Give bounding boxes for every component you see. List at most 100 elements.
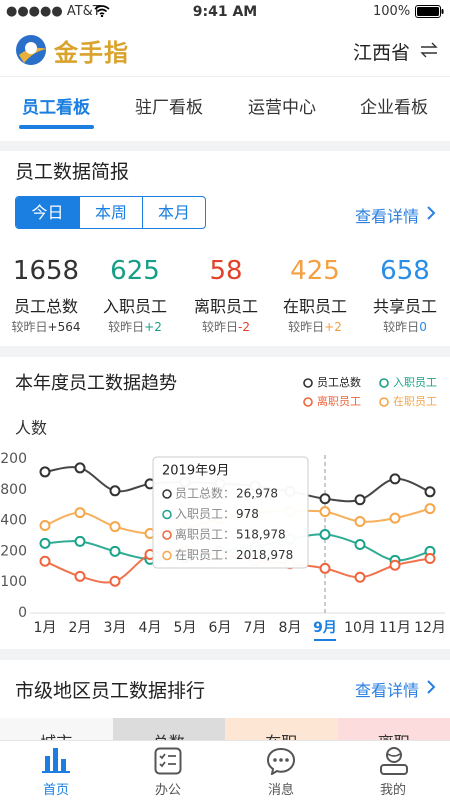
tooltip-label: 入职员工： [175, 507, 235, 521]
tooltip-marker [162, 489, 172, 499]
tab-indicator [19, 125, 94, 129]
stat-compare: 较昨日-2 [176, 318, 276, 335]
region[interactable]: 江西省 [353, 42, 411, 64]
compare-label: 较昨日 [202, 320, 239, 334]
data-point [74, 462, 86, 474]
section-gap [0, 649, 450, 660]
details-link[interactable]: 查看详情 [355, 207, 420, 226]
period-option[interactable]: 本月 [142, 197, 205, 228]
period-switch: 今日 本周 本月 [15, 196, 206, 229]
stat-compare: 较昨日+2 [85, 318, 185, 335]
data-point [109, 545, 121, 557]
section-gap [0, 141, 450, 151]
tooltip-marker [162, 530, 172, 540]
period-option[interactable]: 本周 [79, 197, 142, 228]
data-point [354, 516, 366, 528]
data-point [319, 493, 331, 505]
legend-label: 入职员工 [393, 376, 437, 389]
y-tick-label: 400 [0, 513, 27, 529]
x-tick-label: 11月 [379, 620, 411, 636]
chart-title: 本年度员工数据趋势 [15, 373, 177, 394]
data-point [389, 473, 401, 485]
legend-marker [379, 378, 389, 388]
compare-label: 较昨日 [11, 320, 48, 334]
legend-label: 离职员工 [317, 394, 361, 408]
legend-marker [303, 397, 313, 407]
x-tick-label: 5月 [174, 620, 197, 636]
nav-icon-office [154, 747, 182, 775]
stat-label: 入职员工 [102, 297, 167, 316]
x-tick-label: 3月 [104, 620, 127, 636]
stat-value: 658 [380, 256, 430, 286]
compare-delta: 0 [419, 320, 427, 334]
legend-marker [303, 378, 313, 388]
stat-compare: 较昨日+2 [265, 318, 365, 335]
wifi-icon [94, 5, 110, 17]
data-point [109, 485, 121, 497]
tooltip-box [152, 456, 309, 569]
tooltip-marker [162, 509, 172, 520]
stat-label: 在职员工 [282, 297, 347, 316]
compare-label: 较昨日 [108, 320, 145, 334]
data-point [389, 559, 401, 571]
legend-label: 在职员工 [393, 395, 437, 408]
data-point [39, 520, 51, 532]
data-point [39, 466, 51, 478]
x-tick-label: 2月 [69, 620, 92, 636]
x-tick-label: 8月 [279, 620, 302, 636]
stat-value: 425 [290, 256, 340, 286]
compare-delta: -2 [238, 320, 250, 334]
battery-icon [415, 5, 444, 18]
tab[interactable]: 驻厂看板 [135, 98, 203, 118]
nav-item[interactable]: 消息 [267, 783, 294, 798]
x-tick-label: 4月 [139, 620, 162, 636]
bottom-nav [0, 740, 450, 800]
y-tick-label: 800 [0, 482, 27, 498]
data-point [354, 494, 366, 506]
legend-label: 员工总数 [317, 375, 361, 389]
tab[interactable]: 员工看板 [22, 98, 90, 118]
tab[interactable]: 企业看板 [360, 98, 428, 118]
data-point [109, 521, 121, 533]
data-point [389, 512, 401, 524]
clock: 9:41 AM [192, 4, 258, 20]
tooltip-label: 离职员工： [175, 527, 235, 542]
tooltip-marker [162, 550, 172, 561]
data-point [424, 503, 436, 515]
nav-item[interactable]: 我的 [379, 783, 406, 798]
details-link[interactable]: 查看详情 [355, 681, 420, 700]
stat-value: 58 [209, 256, 243, 286]
nav-item[interactable]: 办公 [154, 783, 181, 798]
tooltip-value: 2018,978 [236, 548, 293, 562]
tooltip-title: 2019年9月 [162, 464, 229, 479]
y-tick-label: 200 [0, 543, 27, 559]
switch-icon[interactable] [419, 42, 439, 58]
x-tick-label: 10月 [344, 620, 376, 636]
data-point [319, 562, 331, 574]
tooltip-value: 978 [236, 507, 259, 521]
brand-name: 金手指 [54, 39, 129, 67]
tooltip-label: 在职员工： [175, 548, 235, 562]
chevron [427, 206, 436, 220]
tooltip-value: 26,978 [236, 487, 278, 501]
data-point [109, 575, 121, 587]
stat-compare: 较昨日+564 [0, 318, 96, 335]
y-axis-label: 人数 [15, 419, 47, 438]
compare-label: 较昨日 [288, 320, 325, 334]
nav-item[interactable]: 首页 [42, 783, 69, 798]
tab[interactable]: 运营中心 [248, 98, 316, 118]
y-tick-label: 100 [0, 574, 27, 590]
section-title: 市级地区员工数据排行 [15, 680, 206, 702]
legend-marker [379, 397, 389, 407]
compare-delta: +2 [324, 320, 342, 334]
x-tick-label: 1月 [34, 620, 57, 636]
x-tick-label: 7月 [244, 620, 267, 636]
battery-level: 100% [373, 4, 411, 19]
tooltip-label: 员工总数： [175, 486, 235, 501]
period-option[interactable]: 今日 [16, 197, 79, 228]
stat-compare: 较昨日0 [355, 318, 450, 335]
data-point [319, 506, 331, 518]
data-point [74, 507, 86, 519]
x-tick-label: 12月 [414, 620, 446, 636]
